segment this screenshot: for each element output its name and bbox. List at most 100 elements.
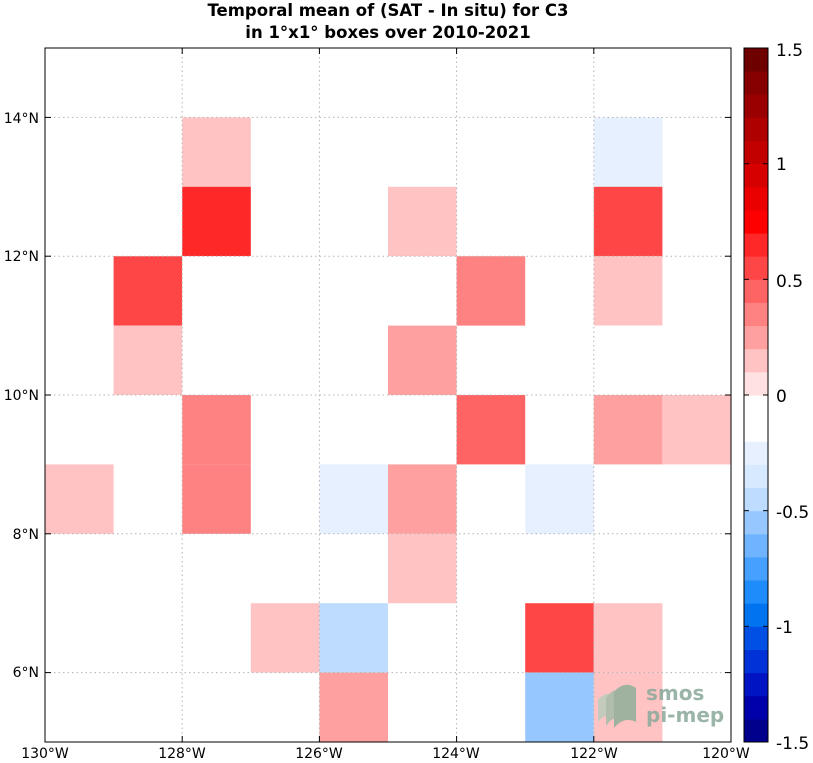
colorbar-swatch [744,441,768,465]
colorbar-tick-label: -0.5 [776,503,809,523]
colorbar-swatch [744,233,768,257]
y-tick-label: 10°N [4,388,39,404]
y-tick-label: 8°N [13,527,39,543]
colorbar-swatch [744,487,768,512]
map-plot: 130°W 128°W 126°W 124°W 122°W 120°W 6°N … [4,47,750,762]
heatmap-cell [182,464,251,534]
heatmap-cell [388,186,457,257]
heatmap-cell [593,186,663,257]
heatmap-cell [593,325,663,395]
heatmap-cell [525,48,594,118]
colorbar-swatch [744,464,768,489]
colorbar-tick-label: -1 [776,618,793,638]
heatmap-cell [456,117,526,187]
heatmap-cell [593,117,663,187]
x-axis-ticks: 130°W 128°W 126°W 124°W 122°W 120°W [21,48,750,762]
colorbar-tick-label: 1.5 [776,41,803,61]
y-axis-ticks: 6°N 8°N 10°N 12°N 14°N [4,111,731,681]
colorbar-swatch [744,603,768,627]
x-tick-label: 124°W [432,746,480,762]
colorbar-swatch [744,718,768,743]
x-tick-label: 126°W [295,746,343,762]
heatmap-cell [182,186,251,257]
cells-layer [45,48,731,742]
heatmap-cell [113,325,183,395]
heatmap-cell [319,533,388,604]
colorbar: 1.5 1 0.5 0 -0.5 -1 -1.5 [743,41,809,754]
colorbar-swatch [744,533,768,558]
heatmap-cell [319,464,388,534]
heatmap-cell [662,395,731,465]
colorbar-ticks: 1.5 1 0.5 0 -0.5 -1 -1.5 [744,41,809,754]
colorbar-swatch [744,186,768,211]
heatmap-cell [182,395,251,465]
heatmap-cell [250,533,320,604]
colorbar-swatch [744,209,768,234]
colorbar-tick-label: -1.5 [776,734,809,754]
colorbar-swatch [744,348,768,373]
y-tick-label: 14°N [4,111,39,127]
logo-waves-icon [598,684,636,728]
logo-text-pimep: pi-mep [646,703,724,727]
y-tick-label: 6°N [13,665,39,681]
colorbar-swatch [744,117,768,142]
heatmap-cell [456,533,526,604]
heatmap-cell [593,603,663,673]
colorbar-swatch [744,695,768,720]
heatmap-cell [250,603,320,673]
colorbar-swatch [744,418,768,442]
heatmap-cell [593,256,663,326]
colorbar-swatches [744,48,768,743]
heatmap-cell [456,672,526,742]
heatmap-cell [456,395,526,465]
heatmap-cell [113,256,183,326]
colorbar-swatch [744,140,768,165]
logo-text-smos: smos [646,681,704,705]
colorbar-swatch [744,302,768,327]
colorbar-swatch [744,580,768,604]
colorbar-swatch [744,672,768,697]
colorbar-swatch [744,325,768,350]
heatmap-cell [182,325,251,395]
colorbar-swatch [744,256,768,280]
heatmap-cell [525,672,594,742]
colorbar-swatch [744,371,768,396]
x-tick-label: 130°W [21,746,69,762]
smos-pimep-logo: smos pi-mep [598,681,724,728]
colorbar-swatch [744,649,768,674]
colorbar-tick-label: 0.5 [776,272,803,292]
heatmap-cell [182,117,251,187]
heatmap-cell [662,533,731,604]
colorbar-swatch [744,94,768,118]
heatmap-cell [388,325,457,395]
colorbar-swatch [744,163,768,188]
heatmap-cell [319,603,388,673]
heatmap-cell [593,395,663,465]
heatmap-cell [113,533,183,604]
heatmap-cell [525,603,594,673]
heatmap-cell [525,464,594,534]
colorbar-tick-label: 1 [776,155,787,175]
heatmap-cell [388,464,457,534]
x-tick-label: 128°W [158,746,206,762]
colorbar-swatch [744,71,768,95]
x-tick-label: 122°W [570,746,618,762]
colorbar-swatch [744,510,768,535]
heatmap-cell [388,533,457,604]
colorbar-swatch [744,556,768,581]
gridlines [45,48,731,742]
x-tick-label: 120°W [702,746,750,762]
heatmap-cell [319,672,388,742]
heatmap-cell [456,603,526,673]
heatmap-cell [456,256,526,326]
chart-title-line-1: Temporal mean of (SAT - In situ) for C3 [207,1,568,20]
chart-title-line-2: in 1°x1° boxes over 2010-2021 [245,23,530,42]
colorbar-swatch [744,48,768,72]
colorbar-swatch [744,395,768,419]
colorbar-tick-label: 0 [776,387,787,407]
colorbar-swatch [744,279,768,303]
heatmap-cell [45,464,114,534]
colorbar-swatch [744,626,768,650]
y-tick-label: 12°N [4,249,39,265]
